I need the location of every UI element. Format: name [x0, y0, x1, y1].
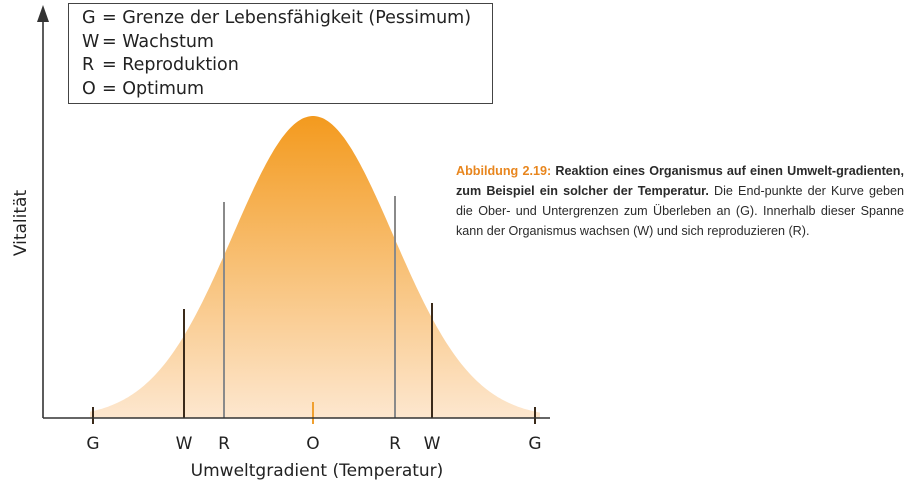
legend-text: = Reproduktion [102, 55, 239, 75]
figure-caption: Abbildung 2.19: Reaktion eines Organismu… [456, 161, 904, 241]
legend-item-o: O = Optimum [82, 78, 492, 102]
tick-label-w: W [176, 434, 193, 454]
tick-label-w: W [424, 434, 441, 454]
legend-key: W [82, 31, 100, 52]
legend-text: = Grenze der Lebensfähigkeit (Pessimum) [102, 8, 472, 28]
tick-label-r: R [389, 434, 401, 454]
legend-key: R [82, 55, 95, 75]
x-axis-title: Umweltgradient (Temperatur) [191, 461, 444, 481]
tick-label-o: O [306, 434, 319, 454]
legend-item-r: R = Reproduktion [82, 54, 492, 78]
legend-text: = Optimum [102, 78, 205, 99]
legend-key: O [82, 78, 96, 99]
caption-title: Reaktion eines Organismus auf einen Umwe… [456, 164, 904, 198]
caption-label: Abbildung 2.19: [456, 164, 552, 178]
legend-key: G [82, 8, 96, 28]
legend-item-w: W = Wachstum [82, 31, 492, 55]
caption-body: Die End-punkte der Kurve geben die Ober-… [456, 184, 904, 238]
gradient-markers [92, 196, 536, 424]
legend-text: = Wachstum [102, 31, 214, 52]
tick-label-g: G [86, 434, 99, 454]
legend-item-g: G = Grenze der Lebensfähigkeit (Pessimum) [82, 7, 492, 31]
vitality-curve-area [90, 116, 540, 418]
tick-label-g: G [528, 434, 541, 454]
legend-box: G = Grenze der Lebensfähigkeit (Pessimum)… [68, 3, 493, 104]
y-axis-arrowhead [37, 5, 49, 22]
y-axis-title: Vitalität [11, 190, 31, 257]
tick-label-r: R [218, 434, 230, 454]
